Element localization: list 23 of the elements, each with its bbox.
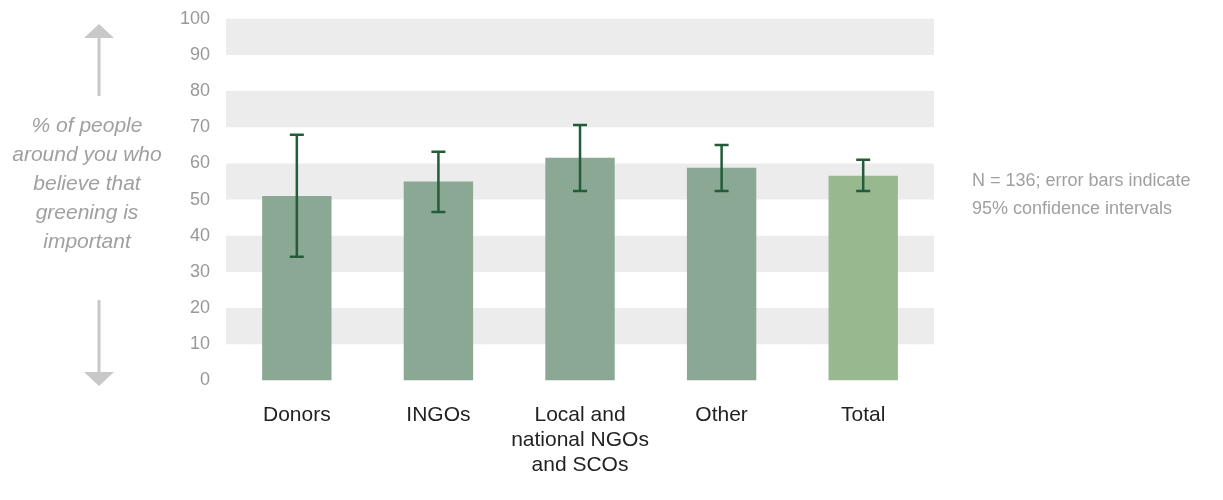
- x-tick-label: Total: [841, 401, 886, 425]
- bar: [403, 181, 474, 381]
- x-tick-label: Donors: [262, 401, 331, 425]
- bar: [828, 175, 898, 381]
- x-tick-label: INGOs: [406, 401, 471, 425]
- y-tick-label: 10: [190, 333, 211, 354]
- y-tick-label: 90: [190, 43, 211, 64]
- y-tick-label: 60: [190, 152, 211, 173]
- y-tick-label: 80: [190, 80, 211, 101]
- y-tick-label: 0: [200, 369, 211, 390]
- x-tick-label: Other: [695, 401, 748, 425]
- y-tick-label: 20: [190, 297, 211, 318]
- x-tick-label: Local and national NGOs and SCOs: [511, 401, 649, 476]
- bar: [686, 167, 757, 381]
- y-tick-label: 50: [190, 188, 211, 209]
- y-tick-label: 70: [190, 116, 211, 137]
- bar: [545, 157, 615, 381]
- y-tick-label: 40: [190, 224, 211, 245]
- y-axis-title: % of people around you who believe that greening is important: [11, 112, 163, 254]
- y-tick-label: 100: [179, 7, 211, 28]
- text: N = 136; error bars indicate 95% confidence intervals: [972, 169, 1192, 220]
- bar: [262, 195, 332, 381]
- y-tick-label: 30: [190, 260, 211, 281]
